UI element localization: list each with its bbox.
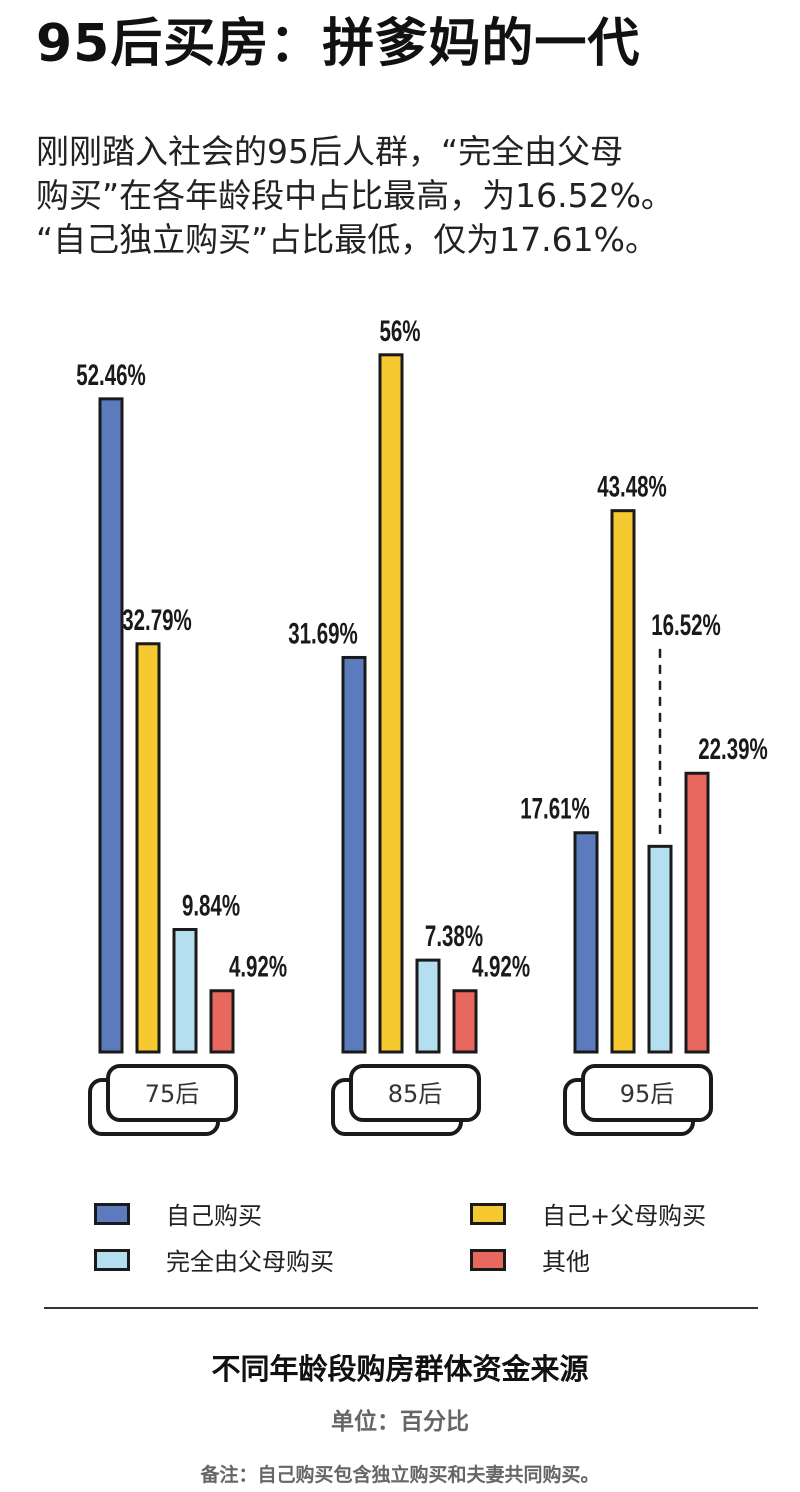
subtitle-line-1: 刚刚踏入社会的95后人群，“完全由父母	[36, 132, 624, 171]
legend-swatch-other	[470, 1248, 506, 1271]
footnote: 备注：自己购买包含独立购买和夫妻共同购买。	[200, 1464, 600, 1486]
subtitle-line-3: “自己独立购买”占比最低，仅为17.61%。	[36, 220, 659, 259]
legend: 自己购买 自己+父母购买 完全由父母购买 其他	[0, 1180, 800, 1290]
category-label-85后: 85后	[388, 1080, 443, 1108]
legend-label-parents-only: 完全由父母购买	[166, 1248, 334, 1276]
legend-swatch-parents-only	[94, 1248, 130, 1271]
legend-swatch-self-purchase	[94, 1202, 130, 1225]
subtitle: 刚刚踏入社会的95后人群，“完全由父母 购买”在各年龄段中占比最高，为16.52…	[36, 130, 786, 262]
bar-85后-完全由父母购买	[415, 958, 441, 1054]
legend-label-self-and-parents: 自己+父母购买	[542, 1202, 707, 1230]
category-box-front-75后	[106, 1064, 238, 1122]
category-label-95后: 95后	[620, 1080, 675, 1108]
value-label-95后-自己+父母购买: 43.48%	[597, 471, 667, 504]
bar-75后-自己购买	[98, 397, 124, 1054]
value-label-75后-自己购买: 52.46%	[76, 359, 146, 392]
category-box-front-95后	[581, 1064, 713, 1122]
subtitle-line-2: 购买”在各年龄段中占比最高，为16.52%。	[36, 176, 674, 215]
value-label-85后-自己购买: 31.69%	[288, 618, 358, 651]
divider	[44, 1307, 758, 1309]
value-label-85后-自己+父母购买: 56%	[379, 315, 420, 348]
value-label-95后-完全由父母购买: 16.52%	[651, 609, 721, 642]
bar-85后-自己+父母购买	[378, 353, 404, 1054]
category-label-75后: 75后	[145, 1080, 200, 1108]
legend-label-self-purchase: 自己购买	[166, 1202, 262, 1230]
category-box-front-85后	[349, 1064, 481, 1122]
legend-label-other: 其他	[542, 1248, 590, 1276]
legend-swatch-self-and-parents	[470, 1202, 506, 1225]
value-label-75后-自己+父母购买: 32.79%	[122, 604, 192, 637]
bar-95后-完全由父母购买	[647, 844, 673, 1054]
page-title: 95后买房：拼爹妈的一代	[36, 14, 641, 74]
bar-75后-完全由父母购买	[172, 927, 198, 1054]
bar-95后-自己购买	[573, 831, 599, 1054]
value-label-95后-其他: 22.39%	[698, 734, 768, 767]
value-label-95后-自己购买: 17.61%	[520, 793, 590, 826]
value-label-85后-其他: 4.92%	[472, 951, 530, 984]
bar-chart: 52.46%32.79%9.84%4.92%75后31.69%56%7.38%4…	[76, 315, 768, 1136]
chart-title: 不同年龄段购房群体资金来源	[211, 1352, 589, 1386]
bar-85后-自己购买	[341, 655, 367, 1054]
legend-item-self-and-parents: 自己+父母购买	[470, 1196, 706, 1231]
value-label-75后-其他: 4.92%	[229, 951, 287, 984]
value-label-85后-完全由父母购买: 7.38%	[425, 921, 483, 954]
legend-item-parents-only: 完全由父母购买	[94, 1242, 334, 1277]
legend-item-self-purchase: 自己购买	[94, 1196, 262, 1231]
bar-95后-其他	[684, 771, 710, 1054]
bar-95后-自己+父母购买	[610, 509, 636, 1054]
unit-note: 单位：百分比	[331, 1409, 469, 1435]
value-label-75后-完全由父母购买: 9.84%	[182, 890, 240, 923]
bar-85后-其他	[452, 989, 478, 1054]
bar-75后-其他	[209, 989, 235, 1054]
legend-item-other: 其他	[470, 1242, 590, 1277]
bar-75后-自己+父母购买	[135, 642, 161, 1054]
